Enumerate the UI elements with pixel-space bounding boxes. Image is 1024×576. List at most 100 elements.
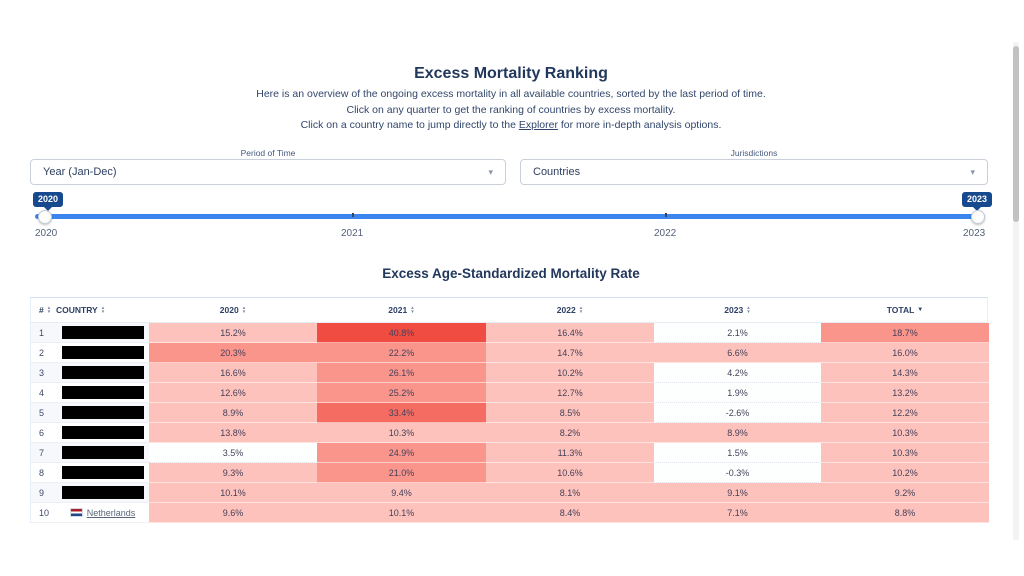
scrollbar-track[interactable]: [1013, 42, 1019, 540]
redacted-country-name: [61, 346, 144, 359]
sort-icon: ▲ ▼: [241, 305, 247, 314]
table-row: 4 12.6% 25.2% 12.7% 1.9% 13.2%: [31, 383, 989, 403]
value-cell-2022: 8.2%: [486, 423, 654, 443]
value-cell-2020: 13.8%: [149, 423, 317, 443]
sort-desc-icon: ▼: [917, 307, 924, 313]
value-cell-2021: 40.8%: [317, 323, 486, 343]
slider-label-2021: 2021: [341, 228, 364, 239]
sort-icon: ▲ ▼: [578, 305, 584, 314]
country-cell: [56, 483, 149, 503]
sort-icon: ▲ ▼: [100, 305, 106, 314]
intro-line-1: Here is an overview of the ongoing exces…: [256, 88, 766, 100]
value-cell-2020: 20.3%: [149, 343, 317, 363]
value-cell-2021: 33.4%: [317, 403, 486, 423]
country-cell: [56, 343, 149, 363]
value-cell-2021: 10.3%: [317, 423, 486, 443]
chevron-down-icon: ▾: [970, 166, 975, 177]
intro-line-3-prefix: Click on a country name to jump directly…: [300, 119, 519, 131]
table-row: 10 Netherlands 9.6% 10.1% 8.4% 7.1% 8.8%: [31, 503, 989, 523]
value-cell-total: 18.7%: [821, 323, 989, 343]
rank-cell: 1: [31, 323, 56, 343]
value-cell-2023: 6.6%: [654, 343, 821, 363]
redacted-country-name: [61, 426, 144, 439]
explorer-link[interactable]: Explorer: [518, 119, 558, 131]
value-cell-2020: 10.1%: [149, 483, 317, 503]
value-cell-2020: 9.6%: [149, 503, 317, 523]
slider-handle-end[interactable]: [971, 210, 985, 224]
table-row: 1 15.2% 40.8% 16.4% 2.1% 18.7%: [31, 323, 989, 343]
sort-icon: ▲ ▼: [746, 305, 751, 314]
slider-label-2023: 2023: [963, 228, 986, 239]
country-link[interactable]: Netherlands: [86, 507, 136, 518]
rank-cell: 9: [31, 483, 56, 503]
column-header-2023[interactable]: 2023 ▲ ▼: [724, 305, 751, 315]
sort-icon: ▲ ▼: [46, 305, 52, 314]
value-cell-2021: 21.0%: [317, 463, 486, 483]
value-cell-total: 13.2%: [821, 383, 989, 403]
slider-handle-start[interactable]: [38, 210, 52, 224]
value-cell-2021: 24.9%: [317, 443, 486, 463]
value-cell-2020: 16.6%: [149, 363, 317, 383]
value-cell-2022: 11.3%: [486, 443, 654, 463]
value-cell-total: 8.8%: [821, 503, 989, 523]
value-cell-2022: 8.5%: [486, 403, 654, 423]
column-header-2020[interactable]: 2020 ▲ ▼: [219, 305, 247, 315]
value-cell-2023: 9.1%: [654, 483, 821, 503]
rank-cell: 4: [31, 383, 56, 403]
value-cell-2021: 25.2%: [317, 383, 486, 403]
ranking-table: # ▲ ▼ COUNTRY ▲ ▼ 2020 ▲ ▼ 2021 ▲ ▼ 2022 ▲ ▼ …: [30, 297, 989, 523]
redacted-country-name: [61, 486, 144, 499]
value-cell-total: 10.3%: [821, 443, 989, 463]
value-cell-2022: 12.7%: [486, 383, 654, 403]
table-row: 2 20.3% 22.2% 14.7% 6.6% 16.0%: [31, 343, 989, 363]
intro-line-3-suffix: for more in-depth analysis options.: [557, 119, 722, 131]
value-cell-total: 10.3%: [821, 423, 989, 443]
table-body: 1 15.2% 40.8% 16.4% 2.1% 18.7% 2 20.3% 22.2% 14.7…: [31, 323, 989, 523]
country-cell: [56, 323, 149, 343]
redacted-country-name: [61, 326, 144, 339]
value-cell-2020: 3.5%: [149, 443, 317, 463]
value-cell-2021: 26.1%: [317, 363, 486, 383]
redacted-country-name: [61, 406, 144, 419]
rank-cell: 6: [31, 423, 56, 443]
table-row: 6 13.8% 10.3% 8.2% 8.9% 10.3%: [31, 423, 989, 443]
jurisdictions-select[interactable]: Countries ▾: [520, 159, 988, 185]
country-cell: Netherlands: [56, 503, 149, 523]
value-cell-2022: 14.7%: [486, 343, 654, 363]
period-of-time-select[interactable]: Year (Jan-Dec) ▾: [30, 159, 506, 185]
value-cell-2022: 8.1%: [486, 483, 654, 503]
rank-cell: 5: [31, 403, 56, 423]
value-cell-2021: 22.2%: [317, 343, 486, 363]
value-cell-2022: 16.4%: [486, 323, 654, 343]
sort-icon: ▲ ▼: [410, 305, 415, 314]
rank-cell: 8: [31, 463, 56, 483]
rank-cell: 3: [31, 363, 56, 383]
redacted-country-name: [61, 466, 144, 479]
value-cell-2021: 9.4%: [317, 483, 486, 503]
scrollbar-thumb[interactable]: [1013, 46, 1019, 222]
slider-start-badge: 2020: [33, 192, 64, 211]
intro-line-2: Click on any quarter to get the ranking …: [346, 104, 676, 116]
slider-tick-2022: [665, 213, 667, 217]
value-cell-2023: 2.1%: [654, 323, 821, 343]
value-cell-2021: 10.1%: [317, 503, 486, 523]
column-header-country[interactable]: COUNTRY ▲ ▼: [56, 305, 106, 315]
year-range-slider-track[interactable]: [35, 213, 985, 219]
column-header-rank[interactable]: # ▲ ▼: [39, 305, 52, 315]
table-row: 9 10.1% 9.4% 8.1% 9.1% 9.2%: [31, 483, 989, 503]
rank-cell: 10: [31, 503, 56, 523]
redacted-country-name: [61, 446, 144, 459]
page-title: Excess Mortality Ranking: [414, 65, 608, 82]
intro-line-3: Click on a country name to jump directly…: [0, 119, 1022, 131]
column-header-2021[interactable]: 2021 ▲ ▼: [388, 305, 415, 315]
value-cell-2020: 9.3%: [149, 463, 317, 483]
rank-cell: 7: [31, 443, 56, 463]
column-header-2022[interactable]: 2022 ▲ ▼: [556, 305, 584, 315]
table-title: Excess Age-Standardized Mortality Rate: [382, 266, 640, 281]
value-cell-2020: 12.6%: [149, 383, 317, 403]
value-cell-2023: -2.6%: [654, 403, 821, 423]
column-header-total[interactable]: TOTAL ▼: [886, 305, 924, 315]
table-row: 8 9.3% 21.0% 10.6% -0.3% 10.2%: [31, 463, 989, 483]
country-cell: [56, 403, 149, 423]
redacted-country-name: [61, 386, 144, 399]
